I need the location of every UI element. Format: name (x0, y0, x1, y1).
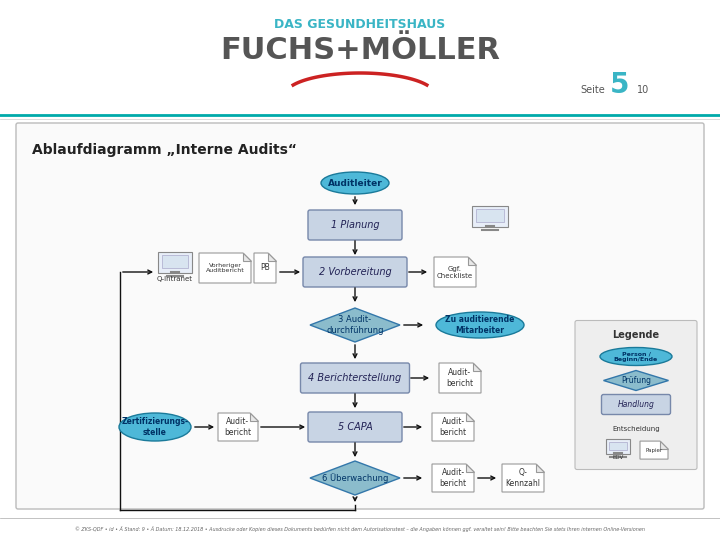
FancyBboxPatch shape (16, 123, 704, 509)
Text: Person /
Beginn/Ende: Person / Beginn/Ende (614, 351, 658, 362)
Text: PB: PB (260, 264, 270, 273)
Polygon shape (439, 363, 481, 393)
Polygon shape (432, 413, 474, 441)
Polygon shape (536, 464, 544, 472)
Polygon shape (199, 253, 251, 283)
Text: 10: 10 (637, 85, 649, 95)
Ellipse shape (600, 348, 672, 366)
Text: Q-Intranet: Q-Intranet (157, 276, 193, 282)
Text: 4 Berichterstellung: 4 Berichterstellung (308, 373, 402, 383)
FancyBboxPatch shape (472, 206, 508, 227)
FancyBboxPatch shape (609, 442, 627, 450)
Text: DAS GESUNDHEITSHAUS: DAS GESUNDHEITSHAUS (274, 18, 446, 31)
Polygon shape (434, 257, 476, 287)
FancyBboxPatch shape (162, 255, 188, 268)
Text: Audit-
bericht: Audit- bericht (446, 368, 474, 388)
Polygon shape (432, 464, 474, 492)
Text: Legende: Legende (613, 329, 660, 340)
Polygon shape (310, 461, 400, 495)
FancyBboxPatch shape (308, 210, 402, 240)
Text: EDV: EDV (613, 455, 624, 460)
FancyBboxPatch shape (308, 412, 402, 442)
FancyBboxPatch shape (303, 257, 407, 287)
Text: Audit-
bericht: Audit- bericht (439, 468, 467, 488)
Text: Audit-
bericht: Audit- bericht (225, 417, 251, 437)
Text: Vorheriger
Auditbericht: Vorheriger Auditbericht (206, 262, 244, 273)
Text: Audit-
bericht: Audit- bericht (439, 417, 467, 437)
FancyBboxPatch shape (601, 395, 670, 415)
Ellipse shape (436, 312, 524, 338)
Polygon shape (466, 413, 474, 421)
Polygon shape (466, 464, 474, 472)
Text: Papier: Papier (645, 448, 662, 453)
FancyBboxPatch shape (300, 363, 410, 393)
Text: 5: 5 (610, 71, 629, 99)
Text: Auditleiter: Auditleiter (328, 179, 382, 187)
Text: Prüfung: Prüfung (621, 376, 651, 385)
Polygon shape (603, 370, 668, 390)
Text: 6 Überwachung: 6 Überwachung (322, 473, 388, 483)
Text: Handlung: Handlung (618, 400, 654, 409)
Text: 5 CAPA: 5 CAPA (338, 422, 372, 432)
Ellipse shape (119, 413, 191, 441)
Polygon shape (268, 253, 276, 261)
Polygon shape (310, 308, 400, 342)
Text: Zertifizierungs-
stelle: Zertifizierungs- stelle (122, 417, 189, 437)
Text: © ZKS-QDF • id • Ä Stand: 9 • Ä Datum: 18.12.2018 • Ausdrucke oder Kopien dieses: © ZKS-QDF • id • Ä Stand: 9 • Ä Datum: 1… (75, 526, 645, 532)
Text: Seite: Seite (580, 85, 605, 95)
Polygon shape (640, 441, 668, 459)
Polygon shape (250, 413, 258, 421)
Polygon shape (218, 413, 258, 441)
Text: Zu auditierende
Mitarbeiter: Zu auditierende Mitarbeiter (445, 315, 515, 335)
FancyBboxPatch shape (158, 252, 192, 273)
Text: Q-
Kennzahl: Q- Kennzahl (505, 468, 541, 488)
Polygon shape (502, 464, 544, 492)
Ellipse shape (321, 172, 389, 194)
Text: FUCHS+MÖLLER: FUCHS+MÖLLER (220, 36, 500, 65)
FancyBboxPatch shape (606, 439, 630, 454)
Polygon shape (468, 257, 476, 265)
FancyBboxPatch shape (477, 209, 503, 222)
Polygon shape (243, 253, 251, 261)
Text: 3 Audit-
durchführung: 3 Audit- durchführung (326, 315, 384, 335)
Polygon shape (473, 363, 481, 371)
FancyBboxPatch shape (575, 321, 697, 469)
Text: Ablaufdiagramm „Interne Audits“: Ablaufdiagramm „Interne Audits“ (32, 143, 297, 157)
Polygon shape (254, 253, 276, 283)
Text: 2 Vorbereitung: 2 Vorbereitung (319, 267, 392, 277)
Polygon shape (660, 441, 668, 449)
Text: Entscheidung: Entscheidung (612, 426, 660, 431)
Text: Ggf.
Checkliste: Ggf. Checkliste (437, 266, 473, 279)
Text: 1 Planung: 1 Planung (330, 220, 379, 230)
